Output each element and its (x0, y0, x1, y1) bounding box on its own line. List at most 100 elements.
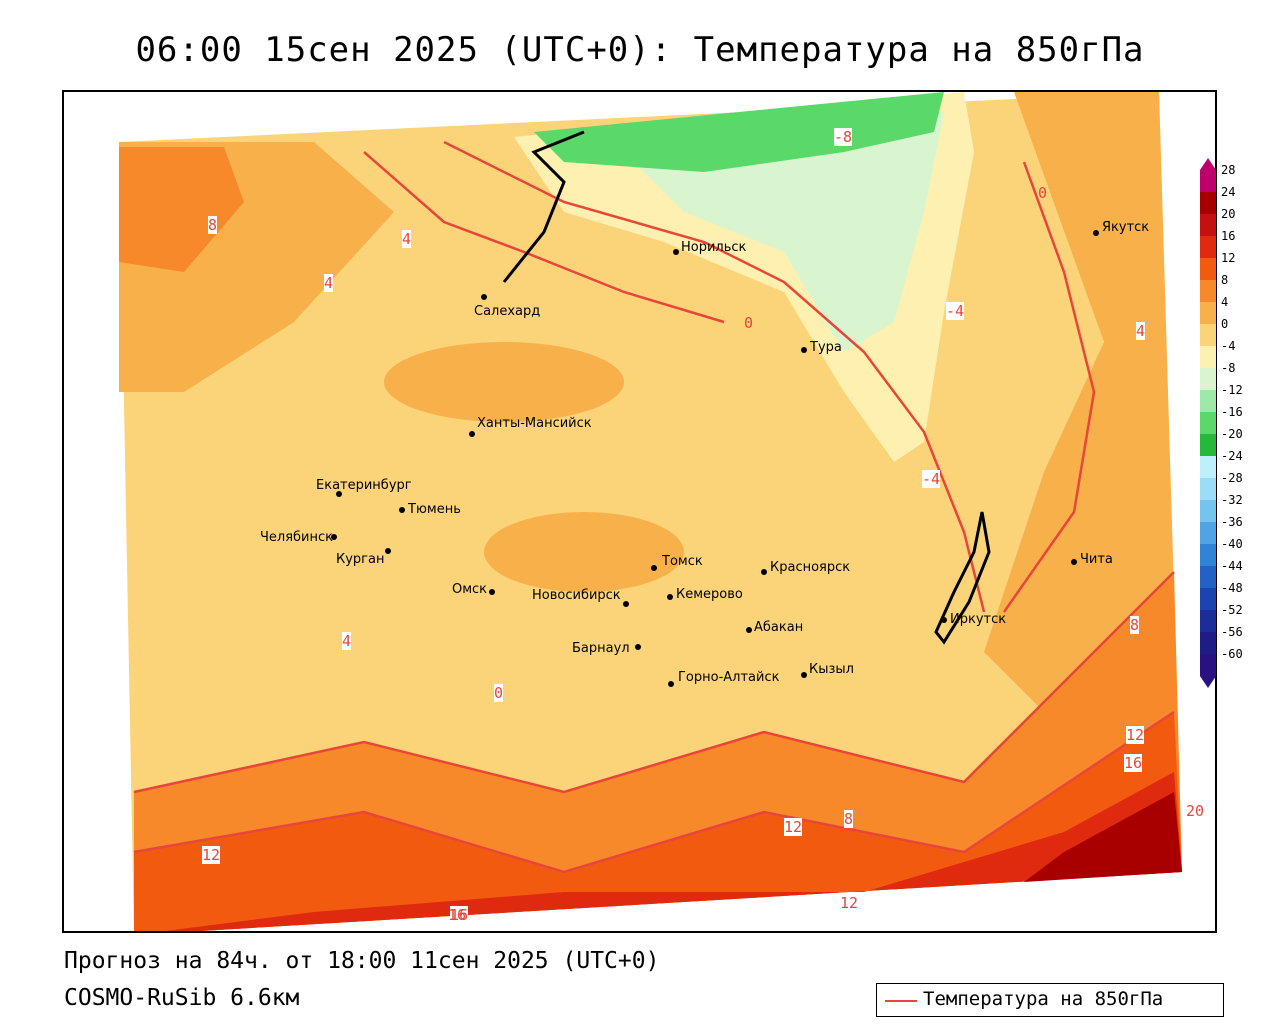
map-title: 06:00 15сен 2025 (UTC+0): Температура на… (135, 30, 1145, 70)
field-coldest-north (534, 92, 944, 172)
contour-label: -8 (834, 128, 853, 146)
contour-label: 4 (1136, 322, 1146, 340)
city-markers (331, 230, 1099, 687)
colorbar-cell (1200, 654, 1216, 677)
colorbar-cell (1200, 544, 1216, 567)
colorbar-cell (1200, 236, 1216, 259)
field-south-16 (165, 772, 1182, 931)
city-label: Якутск (1102, 220, 1150, 235)
legend-label: Температура на 850гПа (923, 988, 1164, 1010)
colorbar-cell (1200, 522, 1216, 545)
contour-12-south (133, 710, 1175, 874)
colorbar-cell (1200, 302, 1216, 325)
colorbar-cell (1200, 434, 1216, 457)
city-label: Кызыл (809, 662, 854, 677)
colorbar-tick-label: -32 (1221, 493, 1243, 507)
contour-east-0 (1002, 161, 1096, 613)
colorbar-tick-label: -44 (1221, 559, 1243, 573)
field-south-20 (1024, 792, 1182, 882)
city-label: Томск (662, 554, 703, 569)
field-warm-pocket-2 (384, 342, 624, 422)
colorbar-tick-label: -8 (1221, 361, 1236, 375)
city-label: Екатеринбург (316, 478, 412, 493)
city-label: Салехард (474, 304, 541, 319)
colorbar-cell (1200, 632, 1216, 655)
colorbar-cell (1200, 456, 1216, 479)
contour-label: 4 (324, 274, 334, 292)
city-label: Горно-Алтайск (678, 670, 780, 685)
contour-label: 8 (844, 810, 854, 828)
colorbar-cell (1200, 258, 1216, 281)
contour-label: 12 (840, 894, 859, 912)
map-canvas (119, 92, 1182, 931)
contour-label: 8 (208, 216, 218, 234)
contour-label: 12 (784, 818, 803, 836)
colorbar-tick-label: -48 (1221, 581, 1243, 595)
city-label: Тура (810, 340, 842, 355)
colorbar-tick-label: -56 (1221, 625, 1243, 639)
forecast-info: Прогноз на 84ч. от 18:00 11сен 2025 (UTC… (64, 948, 660, 974)
contour-label: 16 (450, 906, 469, 924)
colorbar-tick-label: -4 (1221, 339, 1236, 353)
contour-label: 20 (1186, 802, 1205, 820)
contour-label: 8 (1130, 616, 1140, 634)
temperature-map: Якутск Норильск Салехард Тура Ханты-Манс… (62, 90, 1217, 933)
colorbar-cell (1200, 566, 1216, 589)
colorbar-tick-label: 24 (1221, 185, 1236, 199)
colorbar-tick-label: 4 (1221, 295, 1229, 309)
contour-label: 16 (448, 906, 467, 924)
colorbar-cell (1200, 214, 1216, 237)
coastline (502, 130, 585, 283)
city-label: Новосибирск (532, 588, 621, 603)
colorbar-cell (1200, 390, 1216, 413)
colorbar-tick-label: -52 (1221, 603, 1243, 617)
colorbar-tick-label: -28 (1221, 471, 1243, 485)
colorbar-tick-label: 28 (1221, 163, 1236, 177)
colorbar-tick-label: 8 (1221, 273, 1229, 287)
contour-label: 16 (1124, 754, 1143, 772)
city-label: Чита (1080, 552, 1113, 567)
colorbar-cell (1200, 610, 1216, 633)
colorbar-tick-label: 12 (1221, 251, 1236, 265)
colorbar-tick-label: -40 (1221, 537, 1243, 551)
colorbar-cell (1200, 280, 1216, 303)
model-info: COSMO-RuSib 6.6км (64, 985, 300, 1011)
contour-label: 12 (1126, 726, 1145, 744)
contour-label: 0 (494, 684, 504, 702)
colorbar-tick-label: -60 (1221, 647, 1243, 661)
contour-label: -4 (922, 470, 941, 488)
field-warmer-west (119, 147, 244, 272)
colorbar-cell (1200, 324, 1216, 347)
city-label: Барнаул (572, 641, 630, 656)
city-label: Иркутск (950, 612, 1007, 627)
colorbar-tick-label: -16 (1221, 405, 1243, 419)
city-label: Абакан (754, 620, 804, 635)
colorbar-cell (1200, 346, 1216, 369)
field-warm-pocket-1 (484, 512, 684, 592)
colorbar-cell (1200, 192, 1216, 215)
city-label: Тюмень (408, 502, 461, 517)
contour-label: 12 (202, 846, 221, 864)
city-label: Челябинск (260, 530, 334, 545)
colorbar-cell (1200, 478, 1216, 501)
contour-4-north (363, 151, 725, 324)
city-label: Красноярск (770, 560, 851, 575)
colorbar-tick-label: -20 (1221, 427, 1243, 441)
city-label: Омск (452, 582, 488, 597)
contour-8-south (133, 571, 1175, 794)
colorbar-tick-label: 16 (1221, 229, 1236, 243)
colorbar (1200, 158, 1216, 688)
colorbar-tick-label: -24 (1221, 449, 1243, 463)
legend: Температура на 850гПа (876, 983, 1224, 1017)
contour-label: 4 (342, 632, 352, 650)
colorbar-cell (1200, 588, 1216, 611)
colorbar-cell (1200, 500, 1216, 523)
colorbar-tick-label: 20 (1221, 207, 1236, 221)
contour-label: -4 (946, 302, 965, 320)
contour-0 (443, 140, 986, 613)
legend-line-swatch (885, 1000, 917, 1002)
colorbar-tick-label: 0 (1221, 317, 1229, 331)
colorbar-cell (1200, 412, 1216, 435)
contour-label: 0 (1038, 184, 1048, 202)
colorbar-tick-label: -36 (1221, 515, 1243, 529)
